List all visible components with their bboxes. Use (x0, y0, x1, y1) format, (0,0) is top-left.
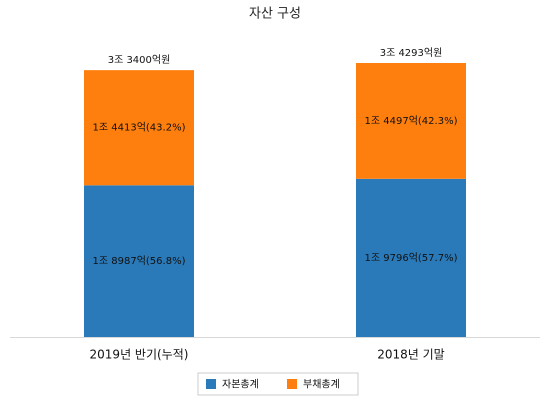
legend-swatch (287, 379, 297, 389)
legend-box (197, 372, 359, 396)
x-tick-label: 2018년 기말 (377, 348, 444, 362)
legend-label: 자본총계 (222, 379, 259, 391)
total-label: 3조 3400억원 (108, 54, 171, 66)
value-label: 1조 9796억(57.7%) (365, 252, 458, 264)
bar-segment (356, 178, 466, 337)
chart-title: 자산 구성 (249, 7, 301, 22)
value-label: 1조 8987억(56.8%) (93, 255, 186, 267)
bar-segment (84, 185, 194, 337)
value-label: 1조 4413억(43.2%) (93, 122, 186, 134)
legend-swatch (206, 379, 216, 389)
x-tick-label: 2019년 반기(누적) (90, 348, 189, 362)
value-label: 1조 4497억(42.3%) (365, 115, 458, 127)
bar-segment (84, 70, 194, 186)
legend-label: 부채총계 (303, 379, 340, 391)
total-label: 3조 4293억원 (380, 47, 443, 59)
bar-segment (356, 63, 466, 179)
